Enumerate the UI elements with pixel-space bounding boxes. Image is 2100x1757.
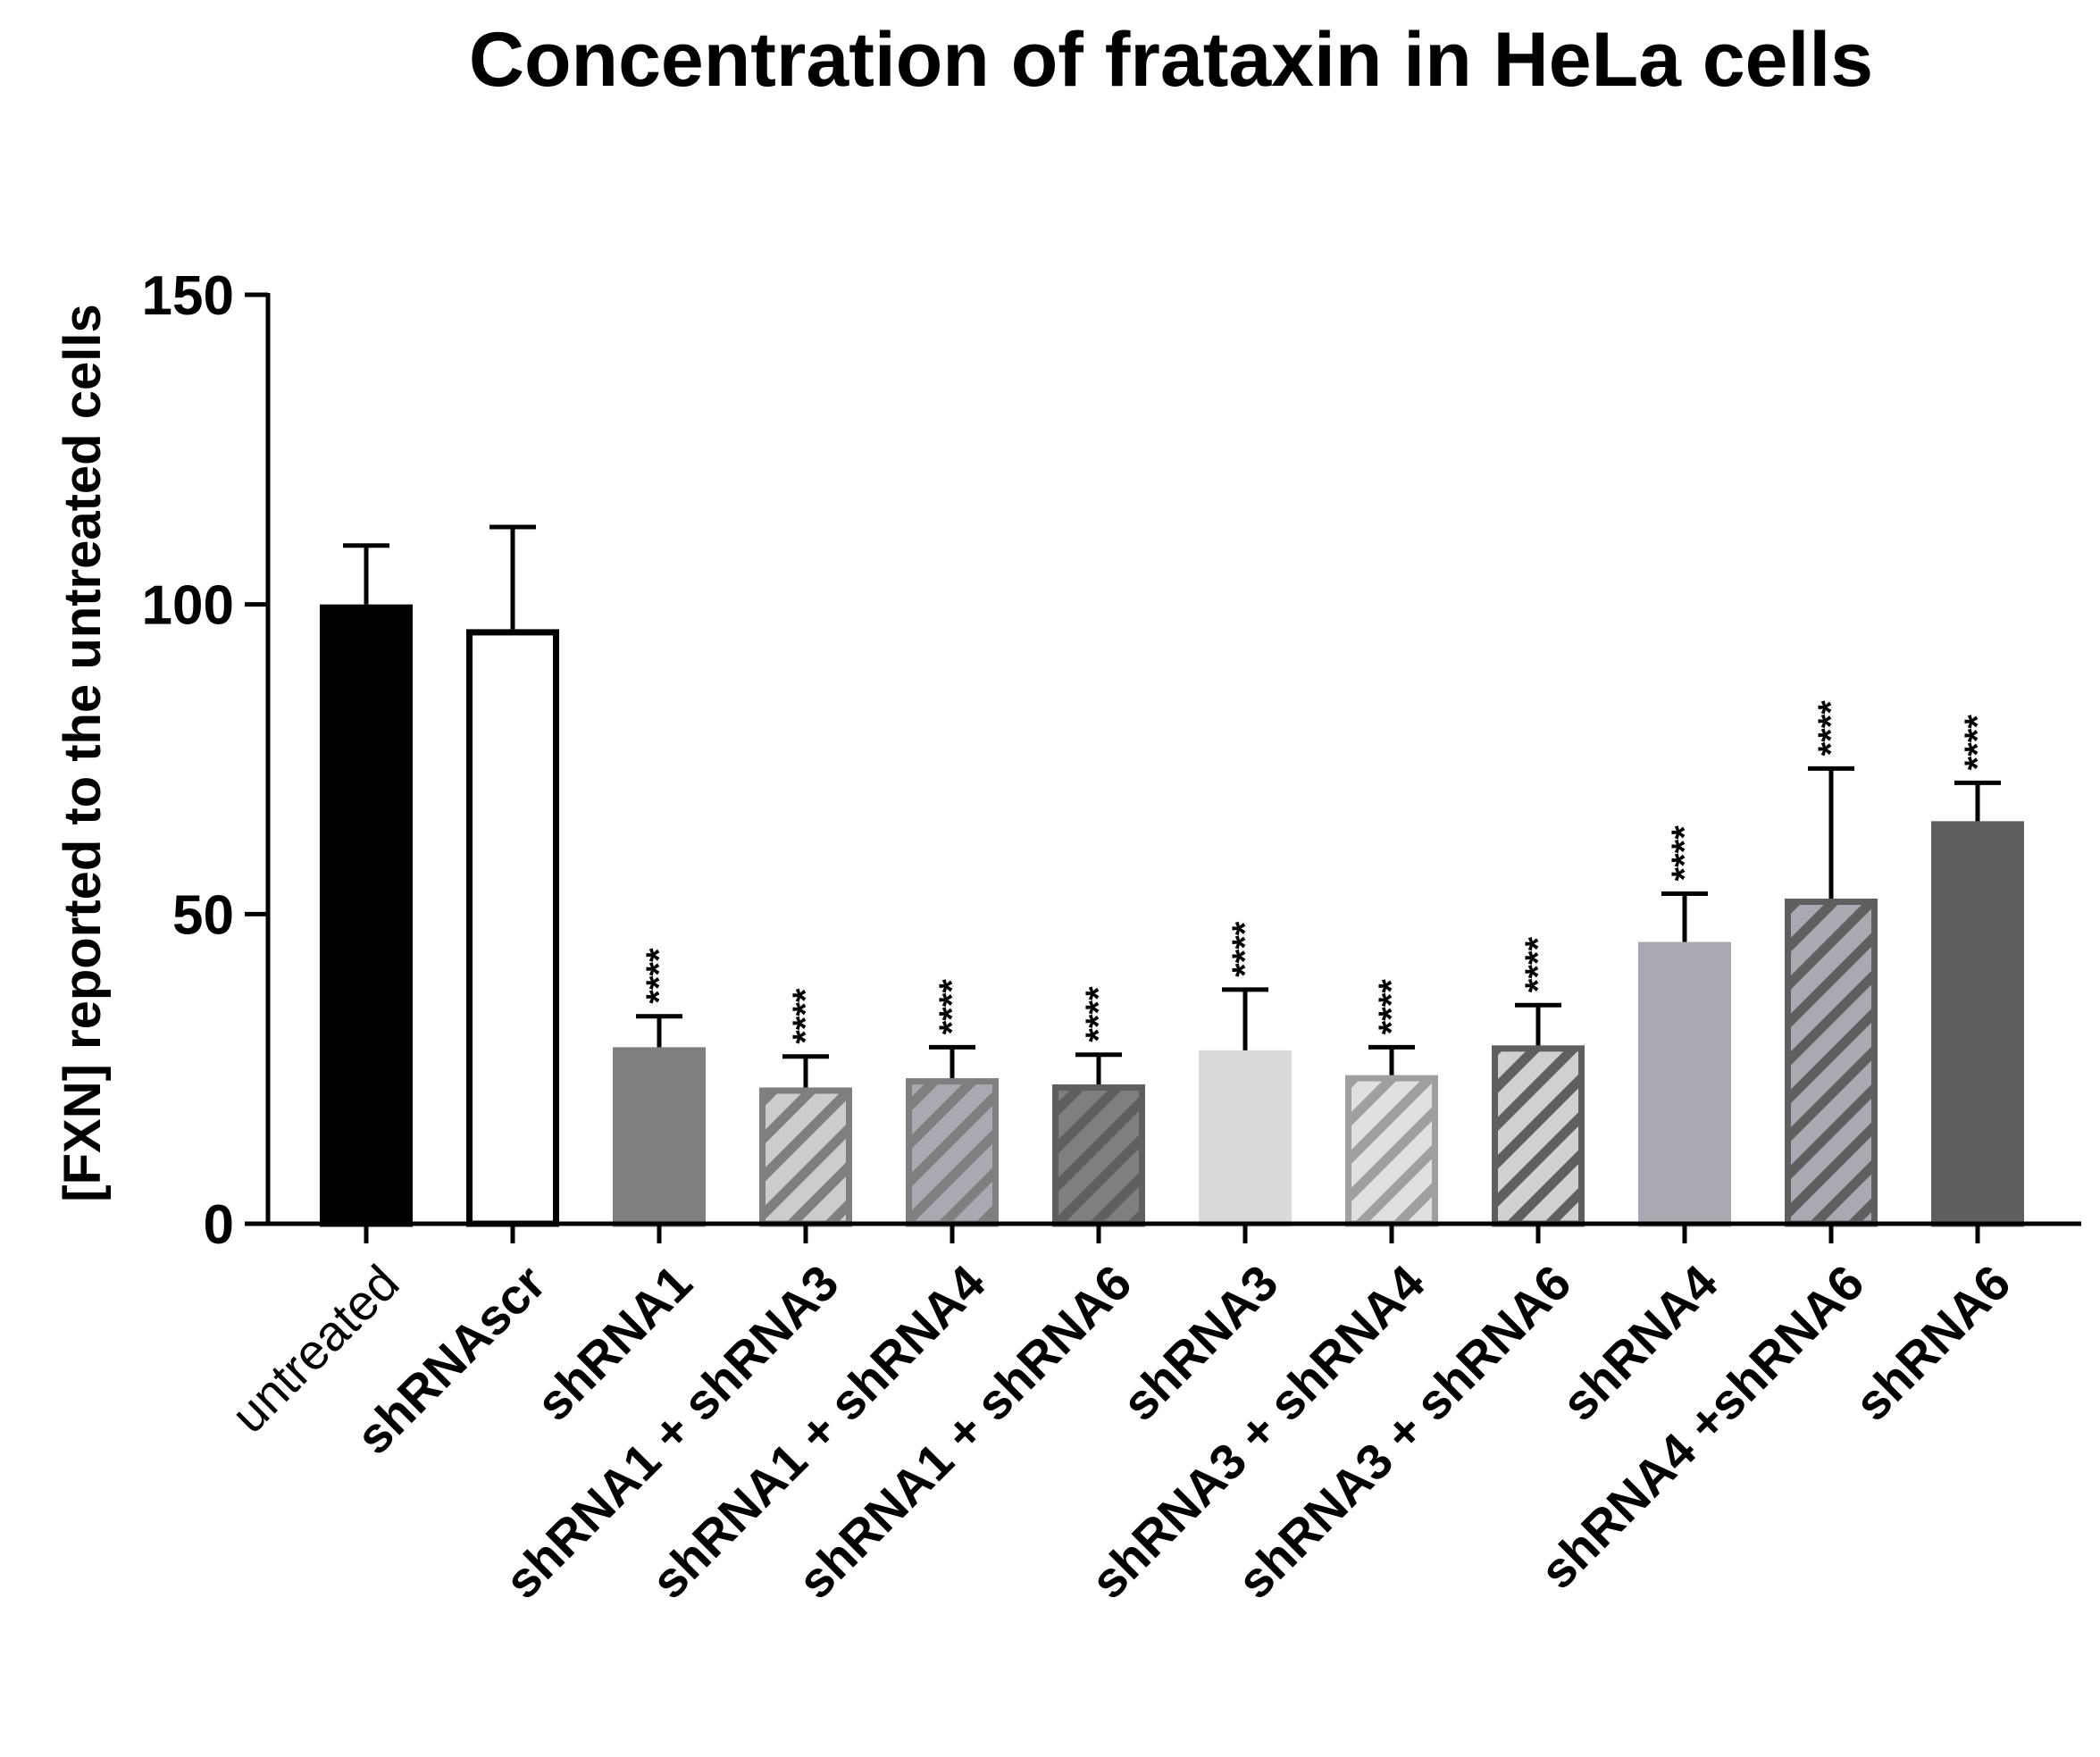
significance-label-2: **** — [640, 948, 679, 1004]
bar-11 — [1931, 821, 2024, 1227]
significance-label-6: **** — [1226, 921, 1265, 977]
bar-9 — [1638, 941, 1731, 1227]
y-tick-label-3: 150 — [142, 265, 234, 327]
bar-10 — [1785, 899, 1878, 1227]
significance-layer: **** **** **** **** **** **** **** **** **** **** — [640, 700, 1997, 1044]
significance-label-7: **** — [1372, 979, 1411, 1035]
bar-5 — [1052, 1084, 1145, 1227]
bar-4 — [906, 1078, 999, 1227]
y-tick-label-0: 0 — [204, 1194, 234, 1256]
y-axis-label: [FXN] reported to the untreated cells — [54, 304, 112, 1201]
y-ticks-layer: 0 50 100 150 — [142, 265, 268, 1256]
bar-8 — [1492, 1045, 1585, 1227]
chart-title: Concentration of frataxin in HeLa cells — [469, 17, 1873, 103]
bar-2 — [613, 1047, 706, 1227]
error-bars-layer — [343, 524, 2001, 1088]
significance-label-10: **** — [1811, 700, 1851, 757]
significance-label-4: **** — [933, 979, 972, 1035]
bar-3 — [759, 1087, 852, 1227]
bar-7 — [1345, 1075, 1438, 1227]
bars-layer — [320, 604, 2024, 1227]
significance-label-11: **** — [1958, 715, 1997, 771]
significance-label-5: **** — [1079, 986, 1118, 1042]
significance-label-3: **** — [786, 988, 825, 1044]
x-tick-label-11: shRNA6 — [1844, 1254, 2021, 1432]
bar-1 — [466, 629, 559, 1227]
y-tick-label-2: 100 — [142, 575, 234, 637]
y-tick-label-1: 50 — [172, 884, 234, 946]
significance-label-8: **** — [1519, 937, 1558, 993]
significance-label-9: **** — [1665, 825, 1704, 882]
bar-0 — [320, 604, 413, 1227]
bar-6 — [1199, 1050, 1292, 1227]
axes-layer — [265, 293, 2081, 1243]
